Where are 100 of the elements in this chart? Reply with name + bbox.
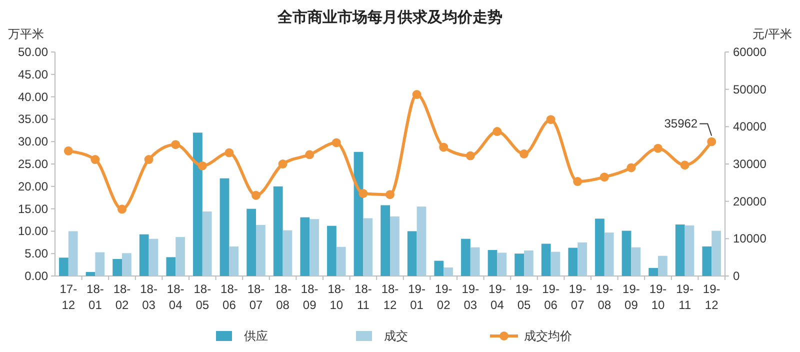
bar: [229, 246, 239, 276]
bar: [380, 205, 390, 276]
bar: [712, 230, 721, 276]
point: [412, 90, 422, 100]
x-tick-label: 18-05: [194, 282, 212, 312]
y2-tick-label: 40000: [733, 120, 767, 134]
point: [626, 163, 636, 172]
bar: [407, 231, 417, 276]
x-tick-label: 18-07: [247, 282, 265, 312]
bar: [488, 250, 498, 276]
bar: [702, 246, 712, 276]
bar: [622, 230, 632, 276]
bar: [193, 132, 202, 276]
point: [439, 142, 448, 152]
bar: [95, 252, 105, 276]
point: [492, 127, 502, 136]
point: [252, 190, 260, 200]
bar: [514, 254, 524, 276]
x-tick-label: 17-12: [60, 282, 78, 312]
x-tick-label: 18-03: [140, 282, 158, 312]
point: [118, 204, 126, 214]
y2-tick-label: 0: [733, 269, 740, 283]
legend-label: 成交: [384, 329, 408, 343]
x-tick-label: 18-10: [328, 282, 346, 312]
y-tick-label: 0.00: [24, 269, 48, 283]
point: [573, 177, 582, 186]
y-tick-label: 5.00: [24, 246, 48, 261]
x-tick-label: 19-09: [622, 282, 640, 312]
point: [546, 115, 556, 124]
bar: [568, 248, 578, 276]
y-tick-label: 40.00: [18, 90, 48, 104]
bar: [122, 253, 132, 276]
x-tick-label: 19-08: [596, 282, 614, 312]
y-tick-label: 20.00: [18, 179, 48, 194]
bar: [86, 272, 96, 276]
x-tick-label: 19-11: [676, 282, 694, 312]
bar: [354, 152, 364, 276]
point: [386, 190, 394, 200]
x-tick-label: 19-03: [462, 282, 480, 312]
y2-axis-title: 元/平米: [752, 27, 792, 41]
point: [144, 155, 154, 164]
point: [90, 155, 100, 164]
bar: [541, 244, 551, 276]
y2-tick-label: 30000: [733, 157, 767, 171]
x-tick-label: 19-04: [488, 282, 506, 312]
bar: [68, 231, 78, 276]
legend-label: 供应: [244, 329, 268, 343]
x-tick-label: 18-01: [86, 282, 104, 312]
x-tick-label: 19-05: [515, 282, 533, 312]
y2-tick-label: 50000: [733, 82, 767, 96]
bar: [148, 238, 158, 276]
legend-label: 成交均价: [524, 329, 572, 343]
x-tick-label: 18-02: [113, 282, 131, 312]
x-tick-label: 19-07: [568, 282, 586, 312]
bar: [390, 216, 400, 276]
bar: [59, 258, 68, 276]
point: [707, 137, 716, 146]
bar: [604, 232, 614, 276]
y2-tick-label: 20000: [733, 194, 767, 208]
annotation: 35962: [664, 116, 698, 131]
point: [358, 188, 368, 198]
bar: [220, 178, 230, 276]
y-tick-label: 35.00: [18, 112, 48, 126]
y-tick-label: 45.00: [18, 67, 48, 82]
y2-tick-label: 60000: [733, 45, 767, 59]
bar: [497, 252, 507, 276]
y-tick-label: 25.00: [18, 157, 48, 171]
x-tick-label: 19-01: [408, 282, 426, 312]
bar: [550, 252, 560, 276]
x-tick-label: 19-02: [434, 282, 452, 312]
point: [171, 140, 180, 150]
bar: [310, 219, 319, 276]
bar: [176, 237, 185, 276]
bar: [336, 246, 346, 276]
bar: [684, 225, 694, 276]
bar: [434, 260, 444, 276]
y-tick-label: 50.00: [18, 45, 48, 59]
bar: [202, 211, 212, 276]
point: [332, 138, 341, 148]
point: [654, 144, 662, 153]
y-axis-title: 万平米: [8, 27, 44, 41]
bar: [416, 206, 426, 276]
x-tick-label: 19-10: [649, 282, 667, 312]
bar: [470, 247, 480, 276]
bar: [166, 257, 176, 276]
point: [64, 146, 73, 156]
point: [680, 160, 690, 170]
x-tick-label: 19-06: [542, 282, 560, 312]
point: [520, 149, 528, 158]
point: [466, 151, 475, 160]
bar: [524, 250, 534, 276]
bar: [658, 256, 668, 276]
point: [224, 148, 234, 158]
bar: [139, 234, 149, 276]
bar: [246, 208, 256, 276]
y2-tick-label: 10000: [733, 232, 767, 246]
bar: [282, 230, 292, 276]
bar: [112, 258, 122, 276]
bar: [300, 217, 310, 276]
bar: [273, 186, 283, 276]
